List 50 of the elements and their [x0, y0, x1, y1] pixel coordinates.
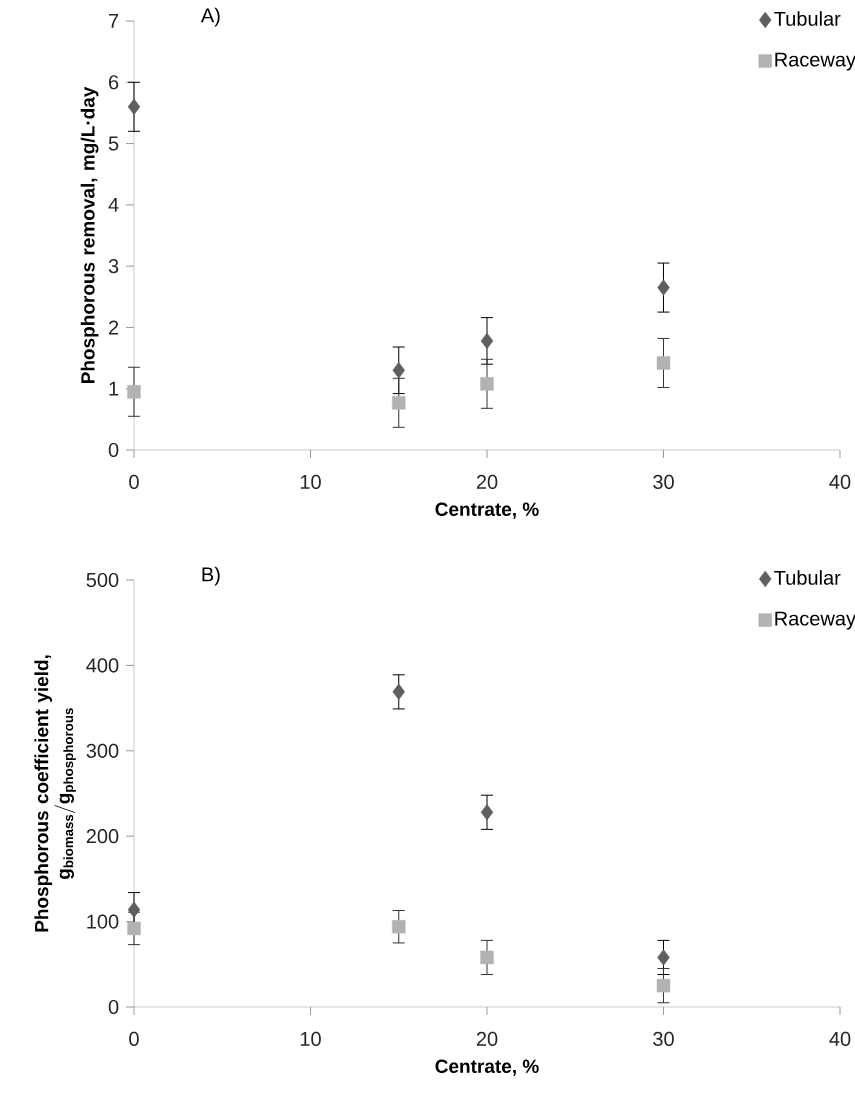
- point: [657, 949, 670, 966]
- point: [127, 98, 141, 115]
- point: [656, 356, 671, 370]
- x-tick-label: 40: [829, 474, 851, 490]
- x-tick-label: 10: [300, 1031, 321, 1047]
- point: [480, 332, 494, 350]
- point: [392, 920, 406, 934]
- point: [392, 396, 406, 410]
- y-axis-title: Phosphorous removal, mg/L·day: [80, 86, 99, 384]
- x-axis-title: Centrate, %: [435, 502, 539, 519]
- legend-label: Raceway: [775, 611, 855, 630]
- y-tick-label: 6: [109, 75, 119, 90]
- point: [127, 921, 141, 936]
- point: [480, 804, 494, 821]
- point: [656, 978, 671, 993]
- point: [392, 362, 405, 379]
- x-tick-label: 40: [829, 1031, 851, 1047]
- x-tick-label: 10: [300, 474, 321, 490]
- y-tick-label: 500: [86, 572, 119, 588]
- point: [657, 279, 670, 296]
- x-tick-label: 30: [653, 1031, 674, 1047]
- x-tick-label: 20: [476, 474, 498, 490]
- point: [480, 377, 494, 391]
- y-tick-label: 100: [87, 914, 119, 929]
- point: [392, 683, 405, 701]
- y-tick-label: 5: [108, 136, 119, 151]
- x-tick-label: 20: [476, 1031, 498, 1047]
- y-tick-label: 400: [86, 658, 119, 673]
- y-tick-label: 7: [109, 14, 119, 28]
- point: [127, 901, 141, 918]
- x-axis-title: Centrate, %: [435, 1059, 539, 1076]
- y-tick-label: 4: [108, 197, 119, 212]
- point: [127, 385, 141, 399]
- y-tick-label: 300: [86, 743, 119, 758]
- y-tick-label: 1: [109, 381, 119, 396]
- legend-label: Raceway: [775, 52, 855, 71]
- y-tick-label: 2: [109, 320, 119, 335]
- chart-title: B): [202, 566, 220, 586]
- x-tick-label: 30: [653, 474, 674, 490]
- x-tick-label: 0: [129, 1031, 139, 1047]
- x-tick-label: 0: [129, 474, 139, 490]
- y-tick-label: 0: [108, 999, 119, 1015]
- y-tick-label: 0: [108, 442, 119, 458]
- y-tick-label: 3: [108, 259, 119, 274]
- y-tick-label: 200: [86, 829, 119, 844]
- legend-label: Tubular: [774, 570, 841, 585]
- chart-title: A): [200, 7, 220, 27]
- legend-label: Tubular: [774, 11, 841, 26]
- point: [480, 950, 494, 965]
- y-axis-title: $\begin{array}{c}\textbf{Phosphorous coefficient yield,}\\ \mathbf{g_{biomass}/g_{phosphorous}}\end{array}$: [34, 655, 76, 932]
